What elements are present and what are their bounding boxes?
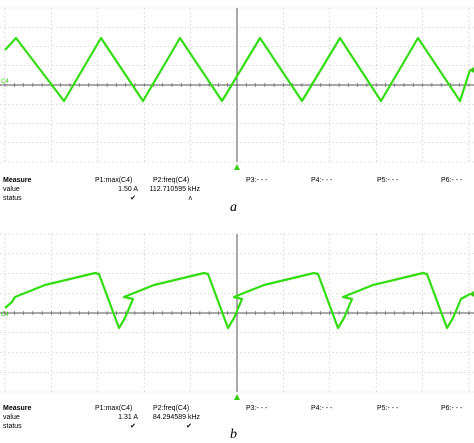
p2-status-icon-a: ʌ [188,195,193,202]
row-label-value-b: value [3,414,20,421]
scope-display-a: C4 [0,7,474,170]
channel-marker-b: C4 [1,312,9,318]
measure-header-a: Measure [3,177,32,184]
panel-b: C4 Measure P1:max(C4) P2:freq(C4) P3:- -… [0,224,474,443]
trigger-position-arrow-a [234,164,240,170]
trigger-level-arrow-b [469,291,474,297]
trigger-position-arrow-b [234,394,240,400]
p1-value-b: 1.31 A [118,414,138,421]
row-label-status-b: status [3,423,22,430]
p2-status-icon-b: ✔ [186,423,192,430]
p6-title-a: P6:- - - [441,177,463,184]
trigger-level-arrow-a [469,67,474,73]
p2-title-b: P2:freq(C4) [153,405,190,412]
scope-display-b: C4 [0,233,474,400]
p1-status-icon-b: ✔ [130,423,136,430]
waveform-trace-b [4,271,471,330]
p1-value-a: 1.50 A [118,186,138,193]
p1-status-icon-a: ✔ [130,195,136,202]
p2-value-a: 112.710595 kHz [149,186,200,193]
p4-title-a: P4:- - - [311,177,333,184]
p2-value-b: 84.294589 kHz [152,414,200,421]
panel-a: C4 Measure P1:max(C4) P2:freq(C4) P3:- -… [0,0,474,220]
p5-title-b: P5:- - - [377,405,399,412]
p2-title-a: P2:freq(C4) [153,177,190,184]
waveform-trace-a [4,36,472,103]
row-label-value-a: value [3,186,20,193]
grid-a [0,7,474,163]
caption-a: a [230,200,237,215]
channel-marker-a: C4 [1,79,9,85]
p5-title-a: P5:- - - [377,177,399,184]
p3-title-a: P3:- - - [246,177,268,184]
p3-title-b: P3:- - - [246,405,268,412]
p4-title-b: P4:- - - [311,405,333,412]
p1-title-a: P1:max(C4) [95,177,133,184]
caption-b: b [230,427,237,442]
p6-title-b: P6:- - - [441,405,463,412]
p1-title-b: P1:max(C4) [95,405,133,412]
row-label-status-a: status [3,195,22,202]
measure-header-b: Measure [3,405,32,412]
grid-b [0,233,474,393]
